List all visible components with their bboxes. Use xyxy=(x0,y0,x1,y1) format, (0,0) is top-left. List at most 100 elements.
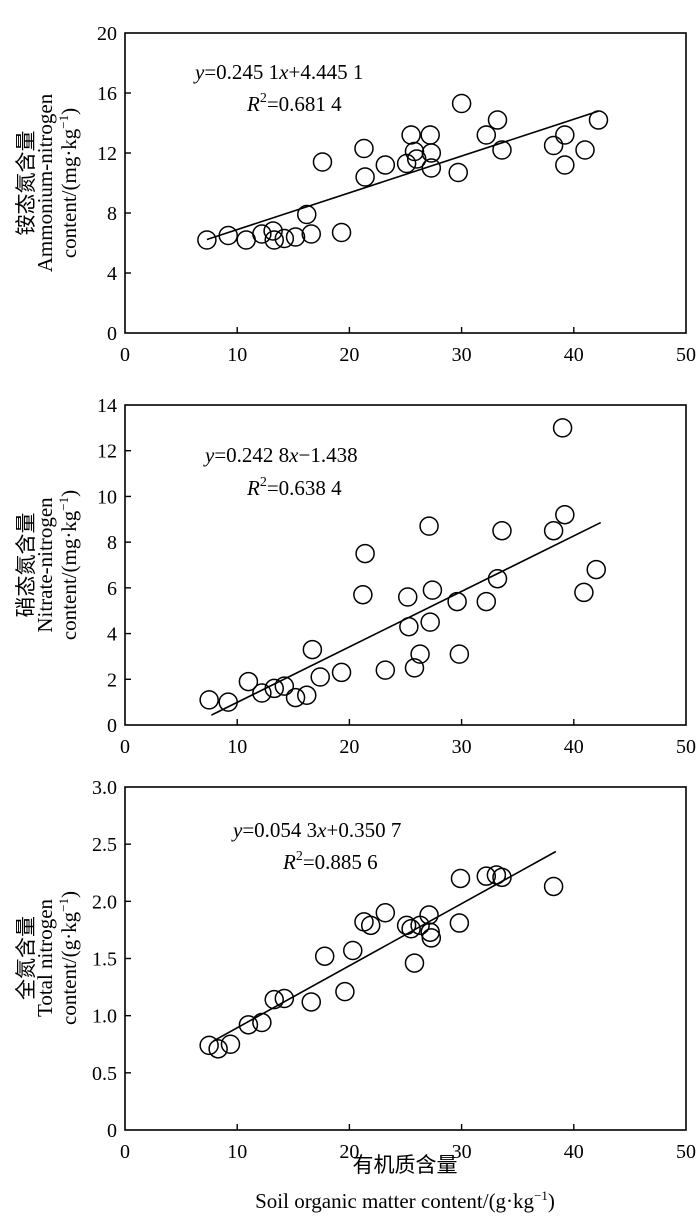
data-point xyxy=(555,125,575,145)
y-tick-label: 6 xyxy=(107,578,117,600)
plot-frame xyxy=(124,786,687,1131)
data-point xyxy=(274,676,295,696)
data-point xyxy=(476,866,497,886)
data-point xyxy=(375,660,396,680)
svg-text:content/(mg·kg−1): content/(mg·kg−1) xyxy=(56,490,81,640)
data-point xyxy=(487,568,508,589)
data-point xyxy=(476,125,497,145)
x-tick-label: 50 xyxy=(676,736,696,758)
data-point xyxy=(252,683,272,703)
data-point xyxy=(218,225,238,246)
data-point xyxy=(404,953,425,973)
data-point xyxy=(312,152,333,172)
y-tick-label: 4 xyxy=(107,624,117,646)
data-point xyxy=(314,946,335,966)
x-tick-label: 20 xyxy=(339,344,359,366)
x-tick-label: 10 xyxy=(227,344,247,366)
y-tick-label: 4 xyxy=(107,263,117,285)
y-axis-label-cn: 硝态氮含量 xyxy=(14,513,38,618)
regression-equation: y=0.242 8x−1.438 xyxy=(203,443,358,467)
x-tick-label: 10 xyxy=(227,1141,247,1163)
y-tick-label: 2 xyxy=(107,669,117,691)
data-point xyxy=(448,162,468,183)
data-point xyxy=(574,582,594,603)
data-point xyxy=(375,155,396,175)
trend-line xyxy=(206,110,599,241)
x-tick-label: 50 xyxy=(676,1141,696,1163)
data-point xyxy=(421,928,442,948)
svg-text:Ammonium-nitrogen: Ammonium-nitrogen xyxy=(33,93,57,272)
regression-equation: y=0.054 3x+0.350 7 xyxy=(231,818,401,842)
data-point xyxy=(451,93,472,114)
x-ticks: 0 10 20 30 40 50 xyxy=(120,1124,696,1163)
data-point xyxy=(450,868,471,889)
x-tick-label: 0 xyxy=(120,736,130,758)
y-ticks: 0 2 4 6 8 10 12 14 xyxy=(97,395,131,737)
data-point xyxy=(419,516,439,536)
data-point xyxy=(274,228,295,249)
data-point xyxy=(404,141,425,162)
x-tick-label: 40 xyxy=(564,344,584,366)
y-axis-label-en: Total nitrogen xyxy=(33,898,57,1017)
trend-line xyxy=(213,850,557,1042)
data-point xyxy=(263,221,283,241)
data-point xyxy=(586,559,606,580)
data-point xyxy=(354,138,374,159)
data-point xyxy=(355,167,375,187)
data-point xyxy=(252,224,272,244)
y-tick-label: 14 xyxy=(97,395,117,417)
data-point xyxy=(301,992,322,1012)
data-points xyxy=(199,865,564,1059)
data-point xyxy=(331,222,352,243)
data-point xyxy=(420,125,440,145)
y-tick-label: 0 xyxy=(107,1120,117,1142)
y-axis-label-en: Ammonium-nitrogen xyxy=(33,93,57,272)
data-point xyxy=(401,919,421,939)
data-point xyxy=(421,143,442,163)
y-axis-label-unit: content/(mg·kg−1) xyxy=(56,108,81,258)
svg-text:content/(g·kg−1): content/(g·kg−1) xyxy=(56,891,81,1025)
y-axis-label-cn: 全氮含量 xyxy=(14,916,38,1000)
x-axis-label-en: Soil organic matter content/(g·kg−1) xyxy=(255,1188,555,1213)
y-tick-label: 8 xyxy=(107,532,117,554)
data-point xyxy=(420,612,440,632)
data-point xyxy=(492,867,512,888)
y-tick-label: 1.0 xyxy=(92,1006,117,1028)
data-point xyxy=(264,230,284,250)
data-point xyxy=(353,584,373,605)
data-point xyxy=(199,1035,219,1056)
data-point xyxy=(543,876,564,897)
x-tick-label: 50 xyxy=(676,344,696,366)
y-tick-label: 0 xyxy=(107,715,117,737)
x-tick-label: 30 xyxy=(452,1141,472,1163)
data-point xyxy=(552,418,573,438)
x-tick-label: 20 xyxy=(339,1141,359,1163)
data-point xyxy=(252,1012,272,1033)
y-ticks: 0 4 8 12 16 20 xyxy=(97,23,131,345)
svg-text:Nitrate-nitrogen: Nitrate-nitrogen xyxy=(33,497,57,633)
data-point xyxy=(360,915,381,936)
data-point xyxy=(285,227,306,247)
panel-ammonium: 0 4 8 12 16 20 0 10 20 30 40 50 y=0.245 1x+4.445 1… xyxy=(14,23,696,366)
data-point xyxy=(375,903,396,923)
data-point xyxy=(555,504,575,525)
y-ticks: 0 0.5 1.0 1.5 2.0 2.5 3.0 xyxy=(92,777,131,1142)
x-tick-label: 0 xyxy=(120,344,130,366)
panel-nitrate: 0 2 4 6 8 10 12 14 0 10 20 30 40 50 y=0.242 8x−1.438… xyxy=(14,395,696,758)
data-point xyxy=(355,543,375,564)
data-point xyxy=(302,639,323,660)
data-point xyxy=(449,913,470,933)
y-tick-label: 0.5 xyxy=(92,1063,117,1085)
svg-text:铵态氮含量: 铵态氮含量 xyxy=(14,131,38,236)
x-tick-label: 30 xyxy=(452,344,472,366)
y-tick-label: 20 xyxy=(97,23,117,45)
y-tick-label: 8 xyxy=(107,203,117,225)
data-point xyxy=(421,158,442,178)
data-point xyxy=(197,230,217,250)
data-point xyxy=(487,110,508,130)
r-squared: R2=0.638 4 xyxy=(246,475,342,500)
y-axis-label-cn: 铵态氮含量 xyxy=(14,131,38,236)
data-point xyxy=(238,671,259,692)
data-point xyxy=(301,224,322,244)
